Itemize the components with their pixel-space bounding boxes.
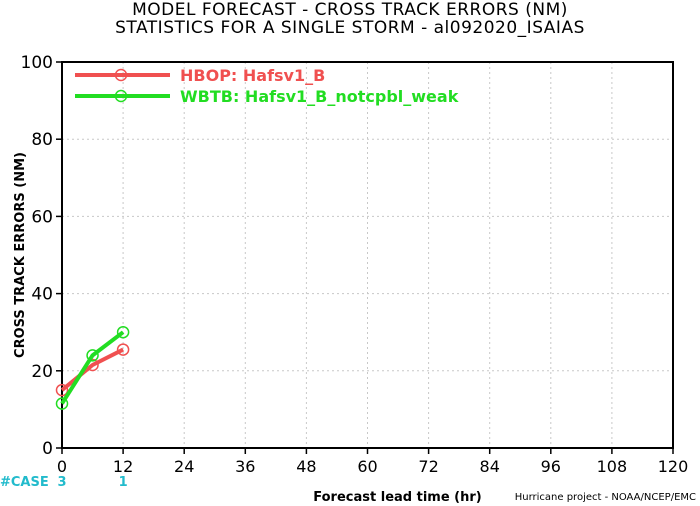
- credit-text: Hurricane project - NOAA/NCEP/EMC: [514, 492, 696, 503]
- x-tick-label: 36: [235, 457, 255, 476]
- legend-label: WBTB: Hafsv1_B_notcpbl_weak: [180, 87, 459, 106]
- y-tick-label: 40: [31, 285, 53, 305]
- series-line: [60, 330, 125, 405]
- legend-marker: [114, 89, 128, 103]
- legend-label: HBOP: Hafsv1_B: [180, 66, 325, 85]
- chart-subtitle: STATISTICS FOR A SINGLE STORM - al092020…: [115, 18, 585, 38]
- x-tick-label: 108: [597, 457, 628, 476]
- chart-title: MODEL FORECAST - CROSS TRACK ERRORS (NM): [132, 0, 568, 20]
- data-point: [55, 397, 69, 410]
- legend-marker: [114, 68, 128, 82]
- data-point: [116, 343, 130, 356]
- case-label: #CASE: [0, 475, 49, 490]
- x-tick-label: 84: [480, 457, 500, 476]
- y-tick-label: 0: [42, 439, 53, 459]
- x-tick-label: 0: [57, 457, 67, 476]
- data-point: [86, 349, 99, 362]
- y-tick-label: 100: [21, 53, 53, 73]
- case-count: 3: [57, 475, 66, 490]
- x-tick-label: 12: [113, 457, 133, 476]
- x-axis-label: Forecast lead time (hr): [313, 490, 481, 505]
- y-axis-label: CROSS TRACK ERRORS (NM): [13, 152, 28, 358]
- y-tick-label: 80: [31, 130, 53, 150]
- y-tick-label: 60: [31, 207, 53, 227]
- plot-frame: [61, 61, 674, 449]
- series-line: [60, 347, 125, 392]
- x-tick-label: 72: [418, 457, 438, 476]
- y-tick-label: 20: [31, 362, 53, 382]
- case-count: 1: [119, 475, 128, 490]
- x-tick-label: 60: [357, 457, 377, 476]
- data-point: [116, 325, 130, 339]
- x-tick-label: 120: [658, 457, 689, 476]
- x-tick-label: 96: [541, 457, 561, 476]
- data-point: [55, 383, 69, 397]
- x-tick-label: 24: [174, 457, 194, 476]
- x-tick-label: 48: [296, 457, 316, 476]
